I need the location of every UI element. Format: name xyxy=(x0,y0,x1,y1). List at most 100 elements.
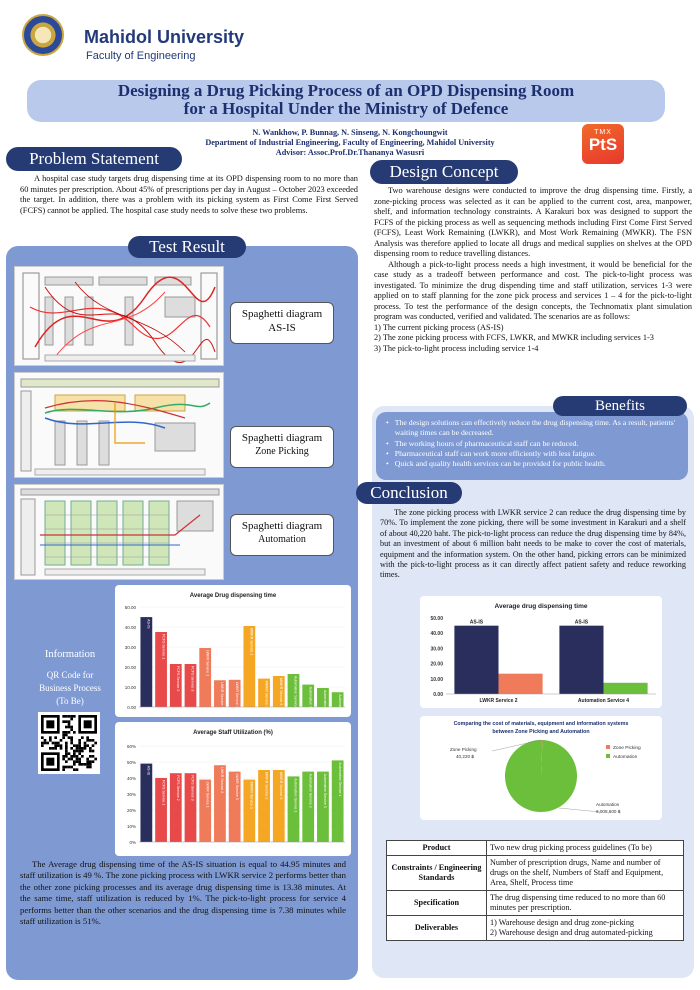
y-tick-label: 30% xyxy=(127,792,136,797)
benefit-text: Pharmaceutical staff can work more effic… xyxy=(394,448,597,458)
y-tick-label: 30.00 xyxy=(125,645,137,650)
slice-value-label: 6,008,600 ฿ xyxy=(596,809,621,814)
bar xyxy=(331,692,344,707)
benefit-item: • Quick and quality health services can b… xyxy=(386,459,680,469)
bar xyxy=(317,688,329,707)
y-tick-label: 30.00 xyxy=(430,646,443,652)
info-block: Information QR Code for Business Process… xyxy=(20,648,120,708)
bar xyxy=(243,626,256,707)
info-text-3: (To Be) xyxy=(56,696,84,706)
scenario-2: 2) The zone picking process with FCFS, L… xyxy=(374,333,654,342)
conclusion-text: The zone picking process with LWKR servi… xyxy=(380,508,686,580)
y-tick-label: 20.00 xyxy=(430,662,443,668)
benefit-text: The working hours of pharmaceutical staf… xyxy=(394,438,579,448)
bar-label: FCFS Service 3 xyxy=(191,666,195,691)
spec-row: Deliverables 1) Warehouse design and drug… xyxy=(386,915,684,941)
y-tick-label: 10.00 xyxy=(125,685,137,690)
spec-value: The drug dispensing time reduced to no m… xyxy=(486,890,684,916)
bar xyxy=(302,771,315,842)
spaghetti-diagram-as-is-image xyxy=(14,266,224,366)
bullet-icon: • xyxy=(386,459,389,469)
bar-label: Automation Service 2 xyxy=(308,687,312,717)
spec-value: 1) Warehouse design and drug zone-pickin… xyxy=(486,915,684,941)
chart-title-line1: Comparing the cost of materials, equipme… xyxy=(454,721,629,727)
benefit-text: Quick and quality health services can be… xyxy=(394,459,606,469)
chart-comparison-dispensing-time: Average drug dispensing time 0.00 10.00 20.… xyxy=(420,596,662,708)
bar-label: Automation Service 3 xyxy=(323,690,327,717)
design-paragraph-1: Two warehouse designs were conducted to … xyxy=(374,186,692,258)
test-result-summary: The Average drug dispensing time of the … xyxy=(20,859,346,927)
chart-title: Average drug dispensing time xyxy=(495,603,588,610)
bar xyxy=(214,765,226,842)
poster-title: Designing a Drug Picking Process of an O… xyxy=(27,80,665,122)
faculty-name: Faculty of Engineering xyxy=(86,50,196,62)
bar-label: Automation Service 1 xyxy=(294,778,298,812)
bar-data-label: AS-IS xyxy=(575,620,589,626)
authors: N. Wankhow, P. Bunnag, N. Sinseng, N. Ko… xyxy=(252,128,448,137)
bar-label: MWKR Service 3 xyxy=(279,772,283,799)
chart-title-line2: between Zone Picking and Automation xyxy=(492,729,589,735)
bar-label: Automation Service 1 xyxy=(294,676,298,710)
design-heading: Design Concept xyxy=(370,160,518,184)
benefit-text: The design solutions can effectively red… xyxy=(394,418,676,438)
qr-code-icon[interactable] xyxy=(38,712,100,774)
conclusion-heading: Conclusion xyxy=(356,482,462,504)
bar-label: AS-IS xyxy=(147,766,151,776)
bar-label: FCFS Service 1 xyxy=(161,634,165,659)
bar-label: MWKR Service 2 xyxy=(264,681,268,708)
x-tick-label: LWKR Service 2 xyxy=(479,698,517,704)
benefits-list: • The design solutions can effectively re… xyxy=(376,412,688,469)
spec-key: Specification xyxy=(386,890,487,916)
bar xyxy=(228,771,241,842)
spaghetti-diagram-automation-image xyxy=(14,484,224,580)
problem-heading: Problem Statement xyxy=(6,147,182,171)
info-text-1: QR Code for xyxy=(46,670,94,680)
university-name: Mahidol University xyxy=(84,27,245,47)
title-line-2: for a Hospital Under the Ministry of Def… xyxy=(183,99,509,118)
bar xyxy=(258,678,270,707)
bar-label: Automation Service 4 xyxy=(338,694,342,717)
bar xyxy=(169,664,182,707)
bar-label: LWKR Service 3 xyxy=(235,774,239,800)
slice-name-label: Zone Picking xyxy=(450,747,477,752)
bar-label: LWKR Service 1 xyxy=(205,650,209,676)
y-tick-label: 40.00 xyxy=(430,631,443,637)
label-as-is-line2: AS-IS xyxy=(268,322,296,334)
slice-value-label: 40,220 ฿ xyxy=(456,754,474,759)
spec-row: Constraints / Engineering Standards Numbe… xyxy=(386,855,684,891)
y-tick-label: 50% xyxy=(127,760,136,765)
bar xyxy=(184,664,197,707)
spaghetti-diagram-zone-picking-image xyxy=(14,372,224,478)
bar-label: FCFS Service 2 xyxy=(176,666,180,691)
advisor: Advisor: Assoc.Prof.Dr.Thananya Wasusri xyxy=(275,148,425,157)
bar xyxy=(302,684,315,707)
slice-name-label: Automation xyxy=(596,802,620,807)
bar xyxy=(243,779,256,842)
spec-value: Two new drug picking process guidelines … xyxy=(486,840,684,856)
bar-data-label: AS-IS xyxy=(470,620,484,626)
bar xyxy=(169,773,182,842)
info-text-2: Business Process xyxy=(39,683,101,693)
y-tick-label: 0% xyxy=(129,840,136,845)
logo-main-text: PtS xyxy=(588,135,618,154)
bar-label: FCFS Service 3 xyxy=(191,775,195,800)
y-tick-label: 50.00 xyxy=(125,605,137,610)
y-tick-label: 40.00 xyxy=(125,625,137,630)
legend-swatch xyxy=(606,745,610,749)
bar xyxy=(199,779,212,842)
label-zone-line2: Zone Picking xyxy=(255,446,309,457)
bar xyxy=(287,776,300,842)
bar xyxy=(272,676,285,707)
bar xyxy=(287,674,300,707)
spec-key: Deliverables xyxy=(386,915,487,941)
bar xyxy=(155,632,167,707)
label-zone-line1: Spaghetti diagram xyxy=(241,432,323,444)
bar-label: LWKR Service 3 xyxy=(235,682,239,708)
bar-label: MWKR Service 1 xyxy=(250,628,254,655)
spec-row: Specification The drug dispensing time re… xyxy=(386,890,684,916)
spec-table: Product Two new drug picking process guid… xyxy=(386,840,684,941)
bullet-icon: • xyxy=(386,418,389,427)
benefits-box: • The design solutions can effectively re… xyxy=(376,412,688,480)
bar-label: LWKR Service 2 xyxy=(220,682,224,708)
label-auto-line1: Spaghetti diagram xyxy=(241,520,323,532)
